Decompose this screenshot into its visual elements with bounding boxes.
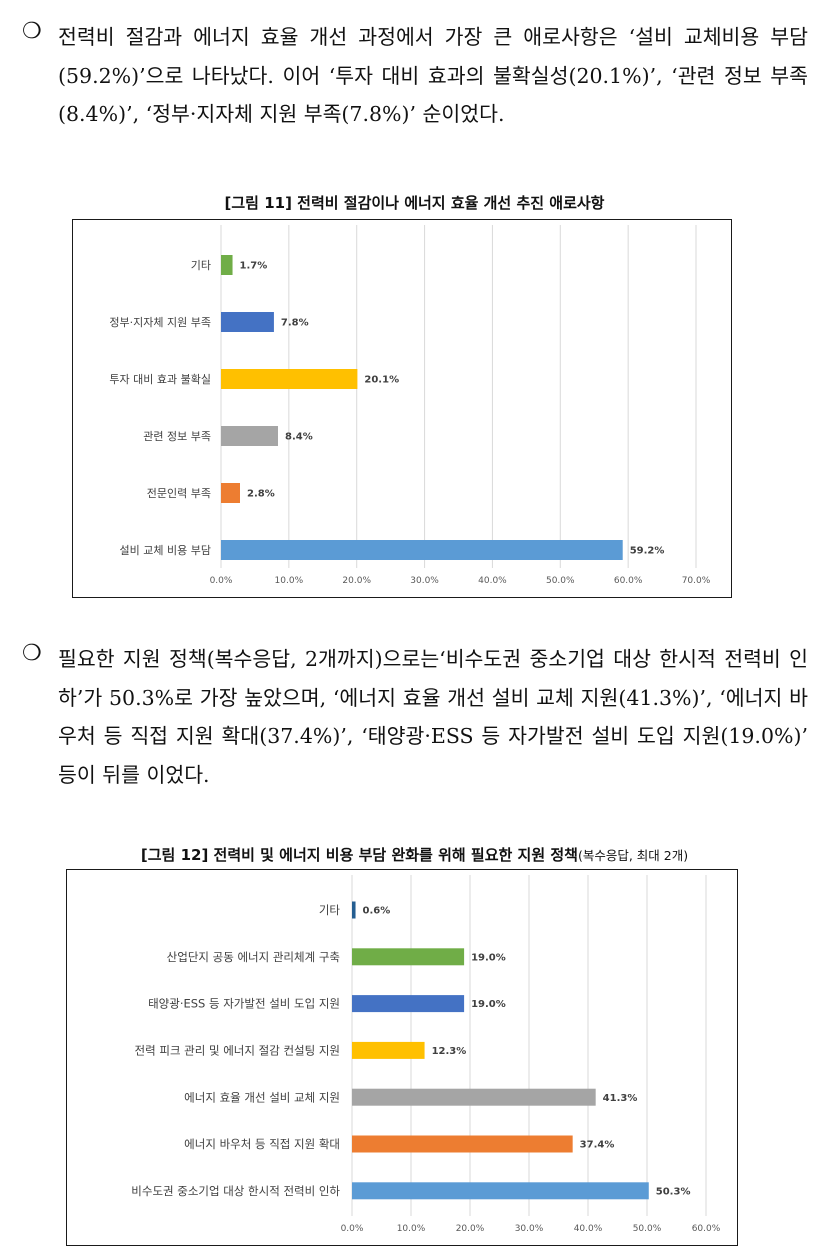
- category-label: 에너지 효율 개선 설비 교체 지원: [184, 1090, 340, 1104]
- x-tick-label: 40.0%: [574, 1224, 603, 1234]
- category-label: 투자 대비 효과 불확실: [109, 373, 211, 386]
- data-label: 50.3%: [656, 1186, 691, 1197]
- circle-bullet-icon: ❍: [22, 641, 42, 666]
- x-tick-label: 50.0%: [546, 576, 575, 586]
- x-tick-label: 20.0%: [456, 1224, 485, 1234]
- x-tick-label: 20.0%: [342, 576, 371, 586]
- data-label: 1.7%: [240, 261, 268, 272]
- paragraph-1: ❍ 전력비 절감과 에너지 효율 개선 과정에서 가장 큰 애로사항은 ‘설비 …: [22, 18, 808, 134]
- figure-12-caption-text: [그림 12] 전력비 및 에너지 비용 부담 완화를 위해 필요한 지원 정책: [140, 846, 578, 864]
- data-label: 20.1%: [364, 375, 399, 386]
- category-label: 관련 정보 부족: [143, 430, 211, 443]
- bar: [221, 312, 274, 332]
- x-tick-label: 10.0%: [397, 1224, 426, 1234]
- bar: [221, 540, 623, 560]
- category-label: 산업단지 공동 에너지 관리체계 구축: [167, 950, 340, 964]
- data-label: 2.8%: [247, 489, 275, 500]
- figure-12-caption-subtext: (복수응답, 최대 2개): [577, 848, 689, 863]
- bar: [352, 1041, 425, 1059]
- data-label: 8.4%: [285, 432, 313, 443]
- x-tick-label: 50.0%: [633, 1224, 662, 1234]
- category-label: 전문인력 부족: [147, 487, 211, 500]
- x-tick-label: 30.0%: [515, 1224, 544, 1234]
- x-tick-label: 70.0%: [682, 576, 711, 586]
- data-label: 12.3%: [432, 1046, 467, 1057]
- category-label: 정부·지자체 지원 부족: [109, 316, 211, 329]
- x-tick-label: 60.0%: [614, 576, 643, 586]
- figure-11-caption: [그림 11] 전력비 절감이나 에너지 효율 개선 추진 애로사항: [0, 192, 829, 213]
- data-label: 59.2%: [630, 546, 665, 557]
- bar: [221, 255, 233, 275]
- data-label: 37.4%: [580, 1140, 615, 1151]
- category-label: 기타: [191, 259, 211, 272]
- paragraph-2-text: 필요한 지원 정책(복수응답, 2개까지)으로는‘비수도권 중소기업 대상 한시…: [58, 647, 808, 787]
- category-label: 비수도권 중소기업 대상 한시적 전력비 인하: [131, 1184, 340, 1198]
- paragraph-1-text: 전력비 절감과 에너지 효율 개선 과정에서 가장 큰 애로사항은 ‘설비 교체…: [58, 25, 808, 126]
- figure-12-chart: 0.0% 10.0% 20.0% 30.0% 40.0% 50.0% 60.0% 기타 0.6%…: [66, 869, 738, 1246]
- category-label: 전력 피크 관리 및 에너지 절감 컨설팅 지원: [135, 1044, 340, 1058]
- bar: [221, 483, 240, 503]
- x-tick-label: 10.0%: [275, 576, 304, 586]
- circle-bullet-icon: ❍: [22, 19, 42, 44]
- x-tick-label: 60.0%: [692, 1224, 721, 1234]
- data-label: 19.0%: [471, 999, 506, 1010]
- bar: [352, 995, 465, 1013]
- category-label: 설비 교체 비용 부담: [120, 544, 211, 557]
- figure-12-svg: 0.0% 10.0% 20.0% 30.0% 40.0% 50.0% 60.0% 기타 0.6%…: [131, 875, 721, 1234]
- x-tick-label: 0.0%: [341, 1224, 364, 1234]
- figure-11-chart: 0.0% 10.0% 20.0% 30.0% 40.0% 50.0% 60.0% 70.0% 기…: [72, 219, 732, 598]
- data-label: 0.6%: [363, 906, 391, 917]
- bar: [221, 426, 278, 446]
- bar: [352, 1182, 649, 1200]
- bar: [352, 1088, 596, 1106]
- x-tick-label: 0.0%: [210, 576, 233, 586]
- x-tick-label: 40.0%: [478, 576, 507, 586]
- data-label: 41.3%: [603, 1093, 638, 1104]
- data-label: 7.8%: [281, 318, 309, 329]
- bar: [352, 1135, 573, 1153]
- category-label: 기타: [319, 903, 341, 917]
- bar: [352, 948, 465, 966]
- figure-11-caption-text: [그림 11] 전력비 절감이나 에너지 효율 개선 추진 애로사항: [224, 194, 605, 212]
- data-label: 19.0%: [471, 952, 506, 963]
- bar: [352, 901, 356, 919]
- gridlines: [220, 225, 697, 568]
- paragraph-2: ❍ 필요한 지원 정책(복수응답, 2개까지)으로는‘비수도권 중소기업 대상 …: [22, 640, 808, 794]
- category-label: 에너지 바우처 등 직접 지원 확대: [184, 1137, 340, 1151]
- figure-11-svg: 0.0% 10.0% 20.0% 30.0% 40.0% 50.0% 60.0% 70.0% 기…: [109, 225, 711, 586]
- bar: [221, 369, 358, 389]
- figure-12-caption: [그림 12] 전력비 및 에너지 비용 부담 완화를 위해 필요한 지원 정책…: [0, 844, 829, 865]
- category-label: 태양광·ESS 등 자가발전 설비 도입 지원: [148, 997, 340, 1011]
- x-tick-label: 30.0%: [410, 576, 439, 586]
